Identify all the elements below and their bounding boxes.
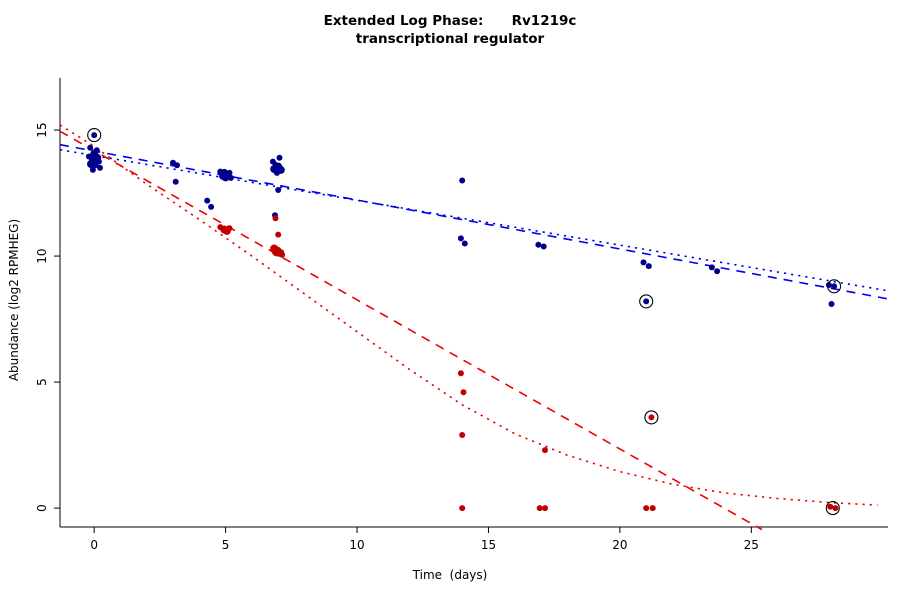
blue-point — [91, 132, 98, 139]
outlier-circle-marker — [644, 410, 659, 425]
y-tick-label: 10 — [35, 248, 49, 263]
y-tick-label: 15 — [35, 122, 49, 137]
red-point — [536, 505, 543, 512]
outlier-circle-marker — [639, 294, 654, 309]
blue-point — [708, 264, 715, 271]
x-axis-label: Time (days) — [412, 568, 488, 582]
x-tick-label: 25 — [744, 538, 759, 552]
red-point — [275, 231, 282, 238]
chart-title-line1: Extended Log Phase: Rv1219c — [323, 13, 577, 29]
blue-point — [89, 166, 96, 173]
red-point — [648, 414, 655, 421]
red-point — [459, 432, 466, 438]
x-tick-label: 15 — [481, 538, 496, 552]
blue-point — [227, 174, 234, 181]
blue-point — [828, 301, 835, 307]
blue-point — [87, 144, 94, 151]
blue-point — [459, 177, 466, 184]
blue-point — [273, 169, 280, 176]
blue-point — [640, 259, 647, 266]
blue-point — [92, 162, 99, 169]
blue-point — [461, 240, 468, 247]
outlier-circle-marker — [87, 128, 102, 143]
blue-point — [204, 197, 211, 204]
outlier-circle-marker — [827, 279, 842, 294]
chart-title-line2: transcriptional regulator — [355, 31, 545, 47]
blue-point — [540, 243, 547, 250]
blue-point — [275, 187, 282, 193]
red-point — [542, 505, 548, 512]
red-point — [279, 251, 286, 258]
blue-point — [172, 178, 179, 185]
red-point — [272, 215, 279, 222]
blue-point — [831, 283, 838, 290]
blue-point — [221, 173, 230, 182]
red-point — [459, 505, 466, 512]
blue-point — [645, 263, 652, 270]
red-point — [542, 447, 548, 454]
blue-point — [643, 298, 650, 305]
x-tick-label: 0 — [90, 538, 98, 552]
red-point — [460, 389, 467, 396]
blue-trend-dashed — [59, 143, 889, 300]
red-point — [827, 503, 834, 510]
y-tick-label: 0 — [35, 504, 49, 512]
x-tick-label: 20 — [612, 538, 627, 552]
y-tick-label: 5 — [35, 378, 49, 386]
red-trend-dashed — [59, 130, 763, 531]
red-point — [832, 505, 839, 512]
blue-trend-dotted — [59, 148, 889, 292]
blue-point — [276, 154, 283, 161]
red-point — [457, 370, 464, 377]
blue-point — [97, 164, 103, 171]
y-axis-label: Abundance (log2 RPMHEG) — [7, 218, 21, 382]
x-tick-label: 5 — [222, 538, 230, 552]
red-point — [643, 505, 650, 512]
red-point — [649, 505, 656, 512]
blue-point — [535, 241, 542, 248]
blue-point — [208, 203, 215, 210]
red-point — [226, 225, 233, 232]
blue-point — [714, 268, 721, 275]
x-tick-label: 10 — [349, 538, 364, 552]
outlier-circle-marker — [825, 501, 840, 516]
red-trend-dotted — [59, 124, 878, 506]
blue-point — [457, 235, 464, 242]
blue-point — [174, 162, 180, 169]
